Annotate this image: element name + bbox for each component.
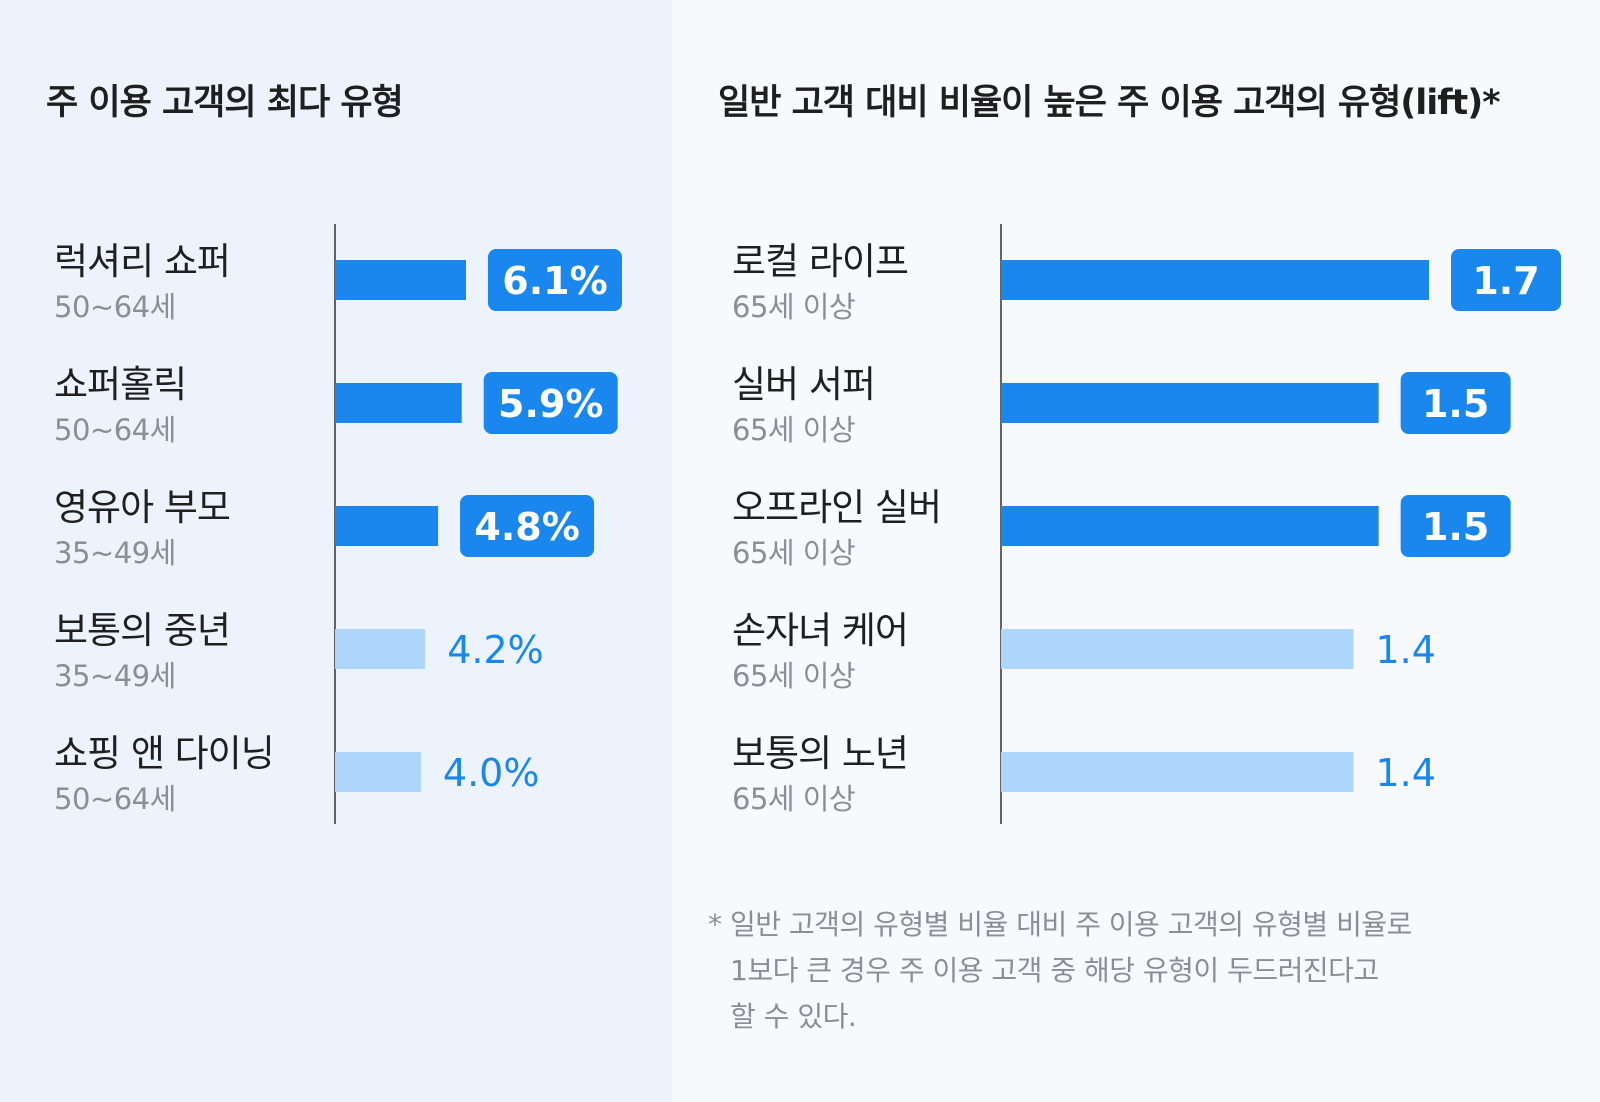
category-sublabel: 50~64세 <box>54 290 176 324</box>
bar <box>335 506 439 546</box>
bar <box>1001 629 1354 669</box>
footnote-line-1: 일반 고객의 유형별 비율 대비 주 이용 고객의 유형별 비율로 <box>730 908 1412 941</box>
value-label: 1.7 <box>1472 259 1539 303</box>
bar <box>1001 752 1354 792</box>
value-badge <box>488 249 622 311</box>
category-sublabel: 35~49세 <box>54 659 176 693</box>
category-sublabel: 65세 이상 <box>732 290 855 324</box>
footnote: * 일반 고객의 유형별 비율 대비 주 이용 고객의 유형별 비율로 1보다 … <box>708 902 1508 1040</box>
category-sublabel: 65세 이상 <box>732 413 855 447</box>
category-sublabel: 50~64세 <box>54 413 176 447</box>
category-label: 로컬 라이프 <box>732 240 908 283</box>
value-label: 4.2% <box>447 628 544 672</box>
bar <box>335 383 462 423</box>
bar <box>1001 260 1429 300</box>
value-label: 1.4 <box>1375 628 1435 672</box>
value-label: 6.1% <box>502 259 607 303</box>
footnote-line-2: 1보다 큰 경우 주 이용 고객 중 해당 유형이 두드러진다고 <box>730 954 1379 987</box>
footnote-star: * <box>708 908 722 941</box>
category-sublabel: 65세 이상 <box>732 782 855 816</box>
category-label: 쇼핑 앤 다이닝 <box>54 732 274 775</box>
value-label: 1.5 <box>1422 382 1489 426</box>
category-label: 손자녀 케어 <box>732 609 908 652</box>
bar <box>335 260 466 300</box>
value-label: 4.0% <box>443 751 540 795</box>
right-bar-chart: 로컬 라이프 65세 이상 1.7 실버 서퍼 65세 이상 1.5 오프라인 실버 65세 … <box>732 224 1561 824</box>
category-sublabel: 65세 이상 <box>732 659 855 693</box>
bar <box>1001 506 1379 546</box>
value-badge <box>483 372 618 434</box>
value-badge <box>460 495 595 557</box>
bar <box>1001 383 1379 423</box>
value-label: 5.9% <box>498 382 603 426</box>
right-panel: 일반 고객 대비 비율이 높은 주 이용 고객의 유형(lift)* 로컬 라이… <box>672 0 1600 1102</box>
value-badge <box>1451 249 1561 311</box>
value-badge <box>1400 372 1511 434</box>
category-sublabel: 65세 이상 <box>732 536 855 570</box>
right-chart-title: 일반 고객 대비 비율이 높은 주 이용 고객의 유형(lift)* <box>718 83 1501 123</box>
left-panel: 주 이용 고객의 최다 유형 럭셔리 쇼퍼 50~64세 6.1% 쇼퍼홀릭 50~64… <box>0 0 672 1102</box>
category-label: 영유아 부모 <box>54 486 230 529</box>
category-sublabel: 50~64세 <box>54 782 176 816</box>
value-label: 1.4 <box>1375 751 1435 795</box>
category-label: 보통의 중년 <box>54 609 230 652</box>
value-label: 4.8% <box>474 505 579 549</box>
left-chart-title: 주 이용 고객의 최다 유형 <box>46 83 404 123</box>
category-label: 럭셔리 쇼퍼 <box>54 240 230 283</box>
category-sublabel: 35~49세 <box>54 536 176 570</box>
category-label: 실버 서퍼 <box>732 363 875 406</box>
bar <box>335 752 421 792</box>
bar <box>335 629 426 669</box>
footnote-line-3: 할 수 있다. <box>730 1000 857 1033</box>
left-bar-chart: 럭셔리 쇼퍼 50~64세 6.1% 쇼퍼홀릭 50~64세 5.9% 영유아 부모 35~4… <box>54 224 622 824</box>
value-badge <box>1400 495 1511 557</box>
category-label: 보통의 노년 <box>732 732 908 775</box>
category-label: 오프라인 실버 <box>732 486 941 529</box>
value-label: 1.5 <box>1422 505 1489 549</box>
category-label: 쇼퍼홀릭 <box>54 363 186 406</box>
